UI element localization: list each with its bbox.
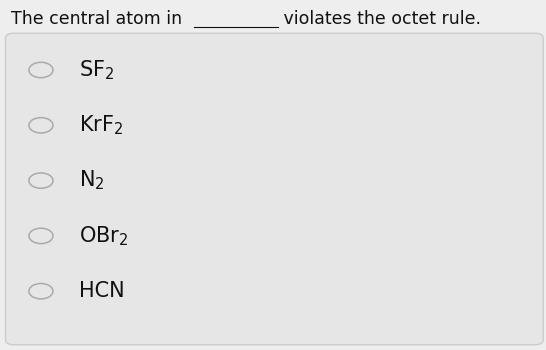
Text: HCN: HCN [79, 281, 125, 301]
FancyBboxPatch shape [5, 33, 543, 345]
Text: KrF$_2$: KrF$_2$ [79, 113, 123, 137]
Text: N$_2$: N$_2$ [79, 169, 105, 192]
Text: SF$_2$: SF$_2$ [79, 58, 115, 82]
Text: violates the octet rule.: violates the octet rule. [278, 10, 482, 28]
Text: The central atom in: The central atom in [11, 10, 187, 28]
Text: OBr$_2$: OBr$_2$ [79, 224, 129, 248]
